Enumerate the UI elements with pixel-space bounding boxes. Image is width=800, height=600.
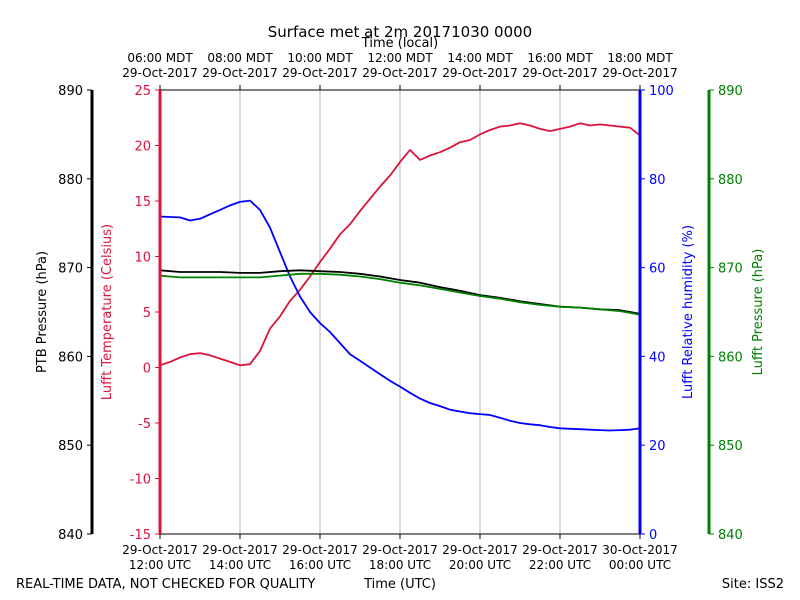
tick-labels: 840 850 860 870 880 890 -15 -10 -5 0 5 10 15 20 25 0 20 4… — [58, 51, 743, 572]
temp-tick-label: 15 — [134, 195, 151, 210]
ptb-tick-label: 840 — [58, 528, 83, 543]
rh-tick-label: 80 — [649, 173, 666, 188]
top-x-tick-date: 29-Oct-2017 — [442, 66, 518, 80]
top-x-tick-time: 10:00 MDT — [287, 51, 353, 65]
temp-tick-label: 20 — [134, 140, 151, 155]
temp-tick-label: -10 — [130, 473, 151, 488]
top-x-tick-date: 29-Oct-2017 — [282, 66, 358, 80]
rh-tick-label: 20 — [649, 439, 666, 454]
gridlines — [239, 90, 561, 534]
axes-group — [87, 85, 714, 539]
top-x-tick-date: 29-Oct-2017 — [122, 66, 198, 80]
bottom-x-tick-date: 30-Oct-2017 — [602, 543, 678, 557]
lufft_p-tick-label: 860 — [718, 350, 743, 365]
bottom-x-tick-date: 29-Oct-2017 — [282, 543, 358, 557]
temp-tick-label: 5 — [143, 306, 151, 321]
top-x-tick-date: 29-Oct-2017 — [362, 66, 438, 80]
top-x-tick-date: 29-Oct-2017 — [522, 66, 598, 80]
top-x-tick-time: 16:00 MDT — [527, 51, 593, 65]
lufft_p-tick-label: 850 — [718, 439, 743, 454]
temp-tick-label: 10 — [134, 251, 151, 266]
bottom-x-tick-time: 16:00 UTC — [289, 558, 351, 572]
bottom-x-tick-time: 12:00 UTC — [129, 558, 191, 572]
bottom-x-tick-date: 29-Oct-2017 — [522, 543, 598, 557]
top-x-tick-date: 29-Oct-2017 — [602, 66, 678, 80]
chart-title: Surface met at 2m 20171030 0000 — [268, 23, 532, 41]
bottom-x-tick-time: 00:00 UTC — [609, 558, 671, 572]
top-x-tick-time: 12:00 MDT — [367, 51, 433, 65]
top-x-tick-time: 06:00 MDT — [127, 51, 193, 65]
bottom-x-tick-date: 29-Oct-2017 — [442, 543, 518, 557]
ptb-tick-label: 870 — [58, 262, 83, 277]
bottom-x-tick-time: 18:00 UTC — [369, 558, 431, 572]
lufft-temperature-line — [159, 122, 641, 367]
quality-warning: REAL-TIME DATA, NOT CHECKED FOR QUALITY — [16, 577, 315, 592]
rh-tick-label: 0 — [649, 528, 657, 543]
top-axis-label: Time (local) — [361, 36, 438, 51]
rh-tick-label: 60 — [649, 262, 666, 277]
bottom-x-tick-time: 22:00 UTC — [529, 558, 591, 572]
temp-tick-label: -5 — [138, 417, 151, 432]
bottom-axis-label: Time (UTC) — [363, 577, 436, 592]
ptb-tick-label: 880 — [58, 173, 83, 188]
humidity-axis-label: Lufft Relative humidity (%) — [681, 225, 696, 399]
bottom-x-tick-time: 20:00 UTC — [449, 558, 511, 572]
lufft-relative-humidity-line — [159, 199, 641, 432]
temperature-axis-label: Lufft Temperature (Celsius) — [100, 224, 115, 400]
ptb-axis-label: PTB Pressure (hPa) — [35, 251, 50, 373]
lufft_p-tick-label: 840 — [718, 528, 743, 543]
ptb-tick-label: 850 — [58, 439, 83, 454]
bottom-x-tick-date: 29-Oct-2017 — [202, 543, 278, 557]
site-label: Site: ISS2 — [722, 577, 784, 592]
bottom-x-tick-date: 29-Oct-2017 — [122, 543, 198, 557]
lufft_p-tick-label: 880 — [718, 173, 743, 188]
ptb-tick-label: 890 — [58, 84, 83, 99]
lufft-pressure-line — [159, 272, 641, 316]
lufft-pressure-axis-label: Lufft Pressure (hPa) — [751, 249, 766, 376]
bottom-x-tick-time: 14:00 UTC — [209, 558, 271, 572]
top-x-tick-time: 14:00 MDT — [447, 51, 513, 65]
temp-tick-label: -15 — [130, 528, 151, 543]
ptb-tick-label: 860 — [58, 350, 83, 365]
bottom-x-tick-date: 29-Oct-2017 — [362, 543, 438, 557]
top-x-tick-time: 18:00 MDT — [607, 51, 673, 65]
rh-tick-label: 100 — [649, 84, 674, 99]
temp-tick-label: 25 — [134, 84, 151, 99]
rh-tick-label: 40 — [649, 350, 666, 365]
series-group — [159, 122, 641, 432]
lufft_p-tick-label: 890 — [718, 84, 743, 99]
top-x-tick-date: 29-Oct-2017 — [202, 66, 278, 80]
top-x-tick-time: 08:00 MDT — [207, 51, 273, 65]
lufft_p-tick-label: 870 — [718, 262, 743, 277]
temp-tick-label: 0 — [143, 362, 151, 377]
